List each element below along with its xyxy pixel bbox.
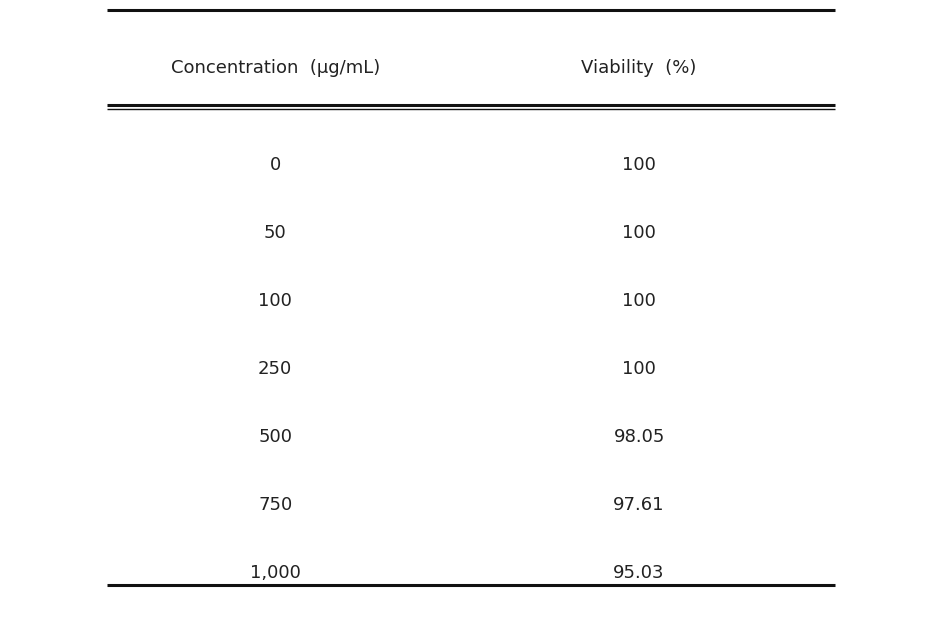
Text: 1,000: 1,000	[250, 564, 300, 582]
Text: 100: 100	[622, 292, 656, 310]
Text: Viability  (%): Viability (%)	[581, 59, 697, 77]
Text: 0: 0	[270, 156, 281, 174]
Text: 98.05: 98.05	[613, 428, 665, 446]
Text: 100: 100	[622, 156, 656, 174]
Text: 500: 500	[258, 428, 292, 446]
Text: 50: 50	[264, 224, 286, 242]
Text: 100: 100	[622, 360, 656, 378]
Text: 100: 100	[622, 224, 656, 242]
Text: Concentration  (μg/mL): Concentration (μg/mL)	[171, 59, 380, 77]
Text: 750: 750	[258, 496, 292, 514]
Text: 97.61: 97.61	[613, 496, 665, 514]
Text: 95.03: 95.03	[613, 564, 665, 582]
Text: 100: 100	[258, 292, 292, 310]
Text: 250: 250	[258, 360, 292, 378]
